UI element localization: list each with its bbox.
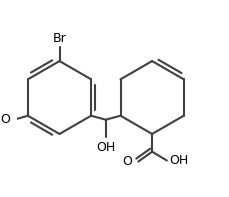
Text: OH: OH bbox=[169, 154, 188, 167]
Text: O: O bbox=[0, 113, 10, 126]
Text: Br: Br bbox=[53, 32, 66, 45]
Text: O: O bbox=[123, 155, 132, 168]
Text: OH: OH bbox=[96, 141, 115, 154]
